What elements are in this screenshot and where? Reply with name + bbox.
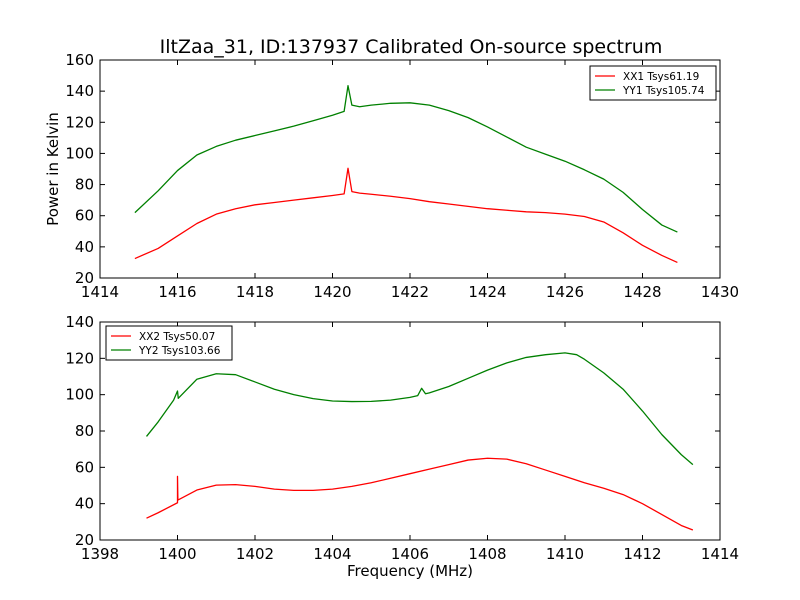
x-tick-label: 1416 — [158, 283, 196, 301]
figure-title: IltZaa_31, ID:137937 Calibrated On-sourc… — [160, 36, 663, 58]
y-tick-label: 140 — [65, 82, 94, 100]
x-tick-label: 1410 — [546, 545, 584, 563]
x-tick-label: 1430 — [701, 283, 739, 301]
legend-box-1 — [105, 325, 233, 361]
y-tick-label: 20 — [75, 269, 94, 287]
x-tick-label: 1414 — [81, 283, 119, 301]
x-tick-label: 1398 — [81, 545, 119, 563]
x-axis-label: Frequency (MHz) — [347, 562, 473, 580]
legend-label: YY2 Tsys103.66 — [138, 345, 221, 357]
y-tick-label: 60 — [75, 458, 94, 476]
legend-label: YY1 Tsys105.74 — [622, 85, 705, 97]
y-tick-label: 80 — [75, 176, 94, 194]
series-line-0-0 — [134, 167, 678, 264]
series-line-0-1 — [134, 85, 678, 233]
y-tick-label: 120 — [65, 113, 94, 131]
x-tick-label: 1422 — [391, 283, 429, 301]
x-tick-label: 1404 — [313, 545, 351, 563]
y-tick-label: 100 — [65, 386, 94, 404]
x-tick-label: 1426 — [546, 283, 584, 301]
x-tick-label: 1412 — [623, 545, 661, 563]
x-tick-label: 1400 — [158, 545, 196, 563]
y-axis-label: Power in Kelvin — [44, 112, 62, 226]
y-tick-label: 100 — [65, 144, 94, 162]
y-tick-label: 160 — [65, 51, 94, 69]
y-tick-label: 60 — [75, 207, 94, 225]
y-tick-label: 40 — [75, 238, 94, 256]
y-tick-label: 120 — [65, 349, 94, 367]
x-tick-label: 1402 — [236, 545, 274, 563]
y-tick-label: 140 — [65, 313, 94, 331]
x-tick-label: 1428 — [623, 283, 661, 301]
legend-label: XX1 Tsys61.19 — [623, 71, 699, 83]
x-tick-label: 1414 — [701, 545, 739, 563]
x-tick-label: 1418 — [236, 283, 274, 301]
x-tick-label: 1406 — [391, 545, 429, 563]
x-tick-label: 1408 — [468, 545, 506, 563]
x-tick-label: 1420 — [313, 283, 351, 301]
y-tick-label: 20 — [75, 531, 94, 549]
y-tick-label: 40 — [75, 495, 94, 513]
top-plot: 1414 1416 1418 1420 1422 1424 1426 1428 1430 20 40… — [44, 51, 739, 301]
series-line-1-0 — [146, 457, 694, 531]
legend-label: XX2 Tsys50.07 — [139, 331, 215, 343]
bottom-plot: 1398 1400 1402 1404 1406 1408 1410 1412 1414 20 40… — [65, 313, 739, 580]
x-tick-label: 1424 — [468, 283, 506, 301]
series-line-1-1 — [145, 352, 694, 466]
y-tick-label: 80 — [75, 422, 94, 440]
legend-box-0 — [589, 65, 717, 101]
